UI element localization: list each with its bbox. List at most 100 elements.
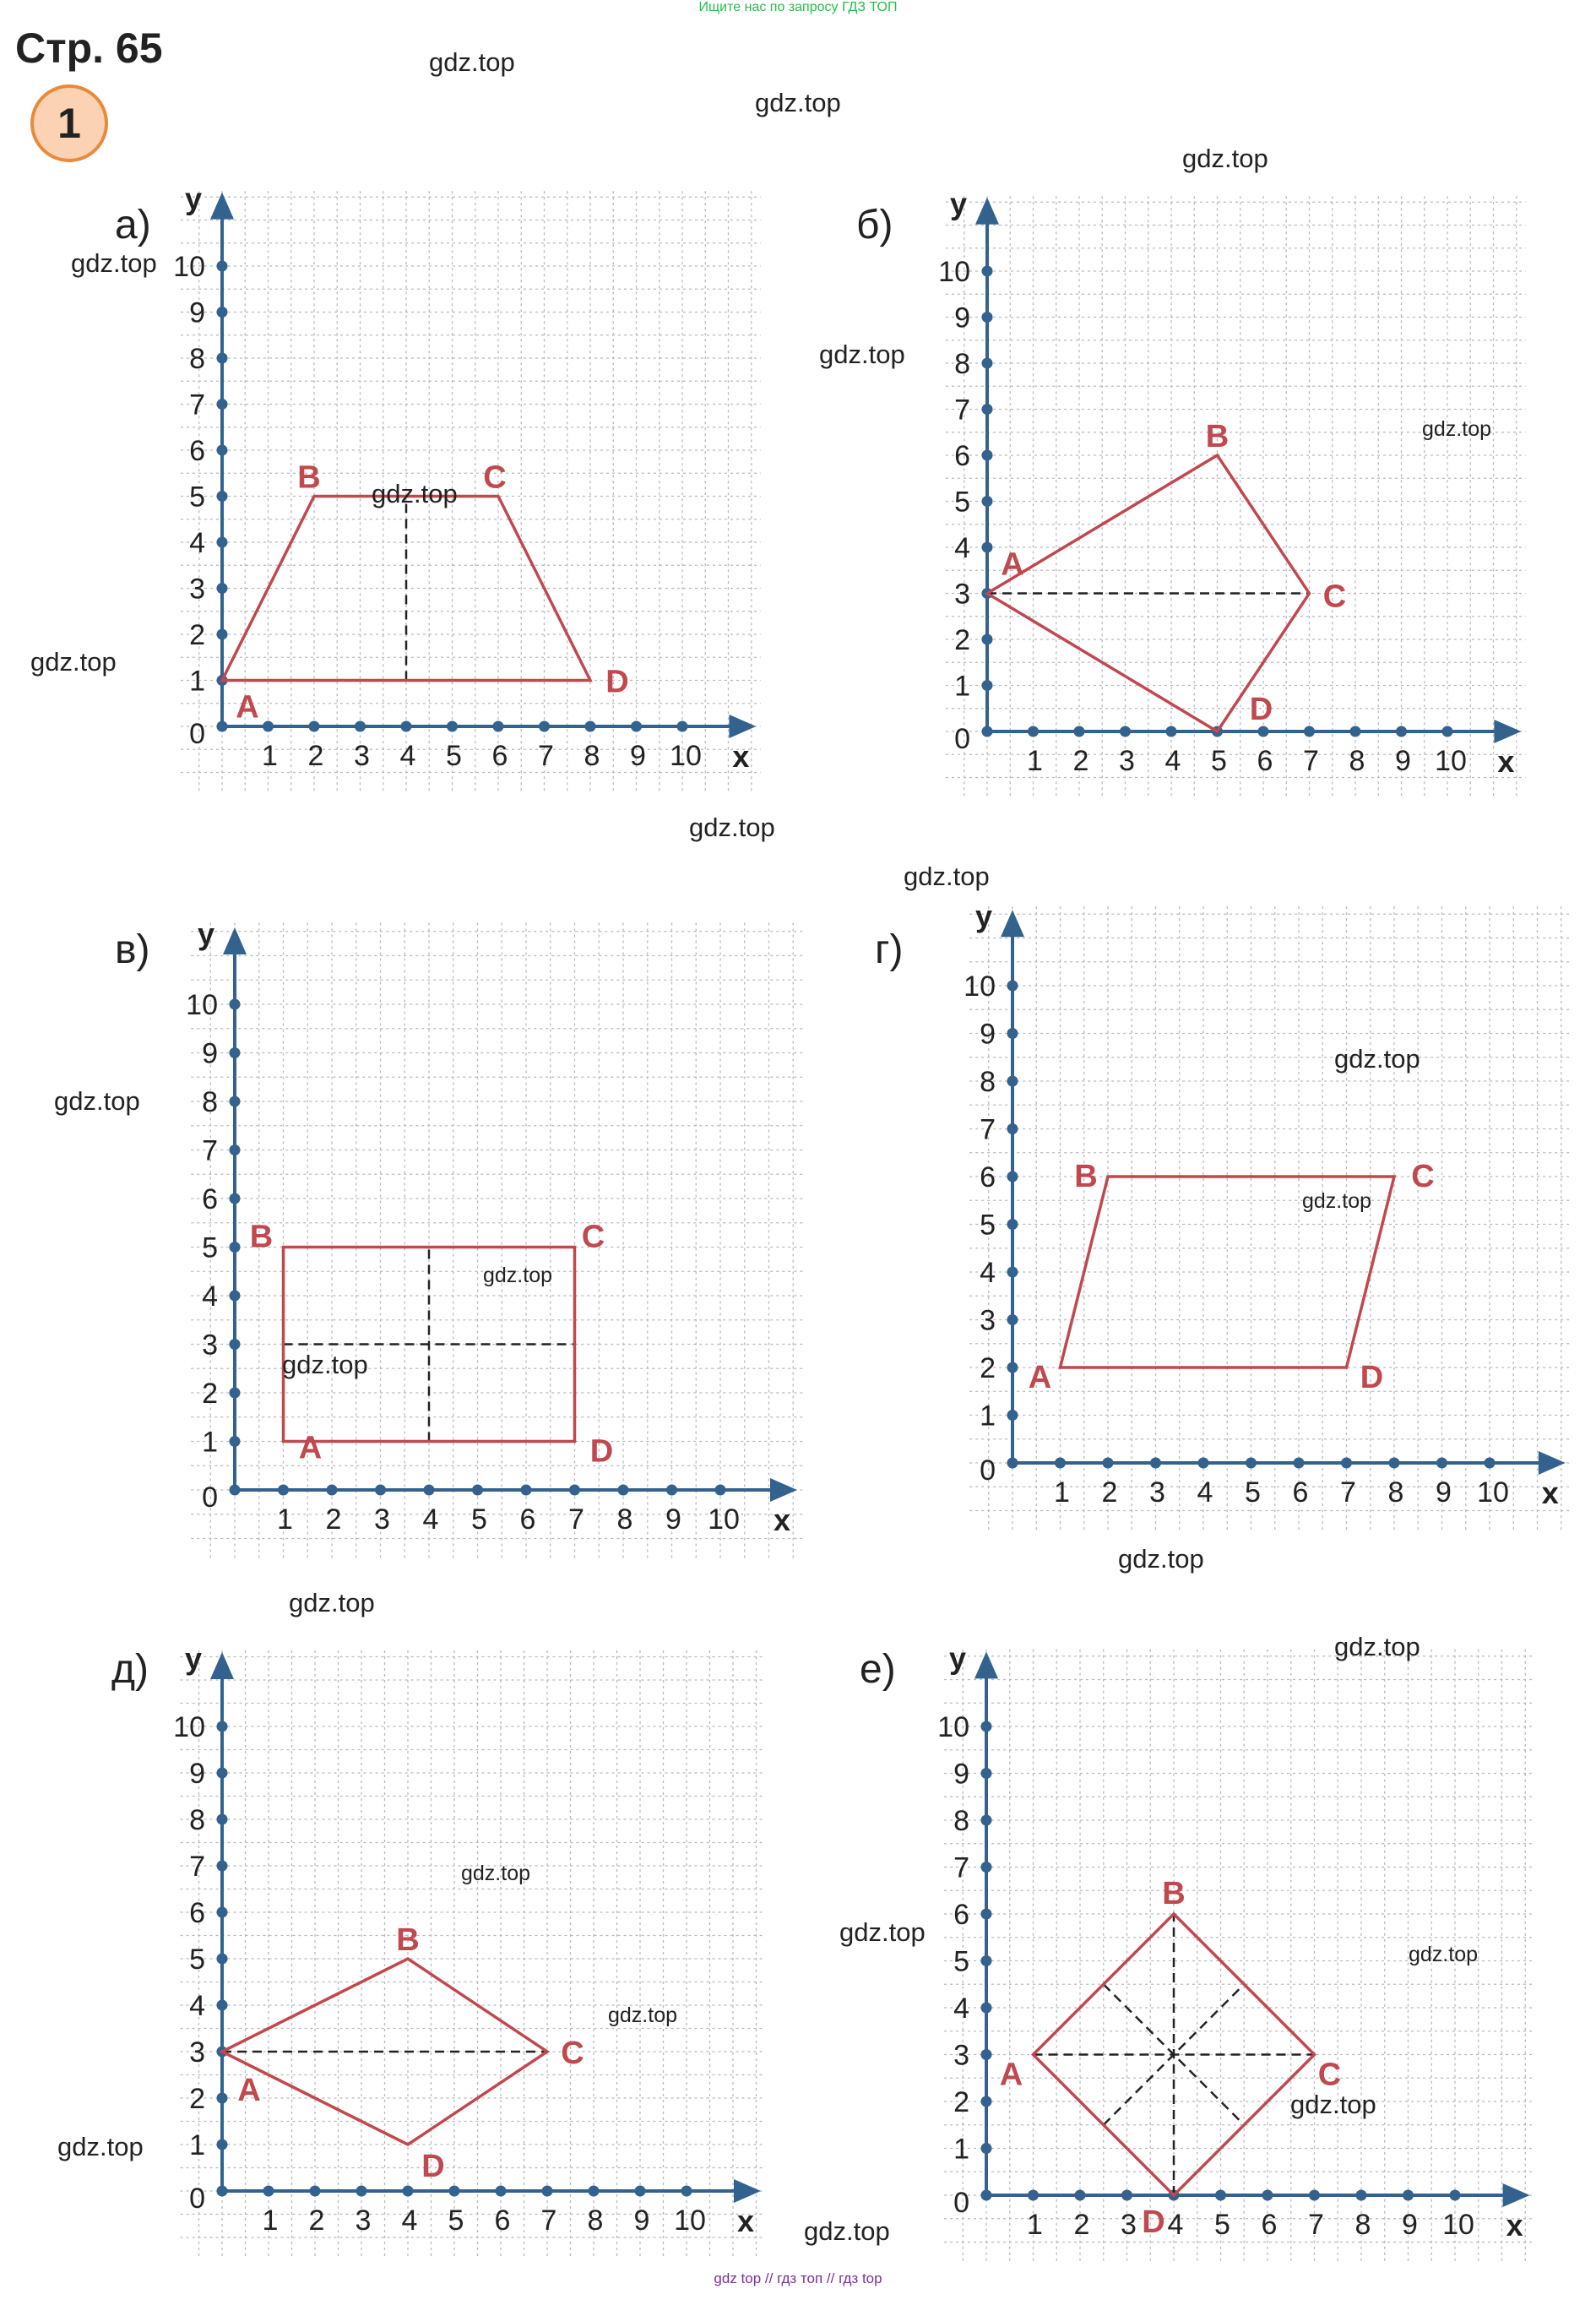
watermark: gdz.top bbox=[461, 1862, 531, 1885]
x-tick-dot bbox=[495, 2185, 507, 2197]
x-tick-dot bbox=[1028, 726, 1039, 737]
x-tick-dot bbox=[1293, 1457, 1305, 1469]
y-tick-dot bbox=[1007, 1028, 1018, 1039]
y-tick-dot bbox=[980, 1768, 992, 1779]
y-tick-label: 6 bbox=[189, 435, 205, 467]
x-tick-dot bbox=[447, 720, 458, 732]
y-tick-label: 6 bbox=[202, 1183, 218, 1215]
x-axis-arrow bbox=[1494, 720, 1522, 743]
x-tick-dot bbox=[676, 720, 688, 732]
origin-label: 0 bbox=[189, 718, 205, 750]
y-tick-dot bbox=[229, 1436, 241, 1447]
x-tick-label: 10 bbox=[674, 2205, 706, 2237]
x-axis-arrow bbox=[770, 1478, 797, 1502]
x-tick-dot bbox=[617, 1484, 629, 1496]
watermark: gdz.top bbox=[1422, 417, 1492, 441]
y-tick-dot bbox=[229, 1193, 241, 1204]
x-tick-dot bbox=[309, 2185, 321, 2197]
x-tick-dot bbox=[1349, 726, 1361, 737]
y-axis-arrow bbox=[210, 1652, 234, 1679]
y-tick-dot bbox=[229, 998, 241, 1010]
x-tick-dot bbox=[631, 720, 642, 732]
watermark: gdz.top bbox=[30, 647, 117, 677]
x-tick-label: 1 bbox=[263, 2205, 279, 2237]
y-tick-label: 4 bbox=[954, 532, 970, 564]
x-tick-label: 7 bbox=[1340, 1476, 1356, 1509]
quadrilateral-shape bbox=[219, 1956, 551, 2147]
vertex-label-b: B bbox=[1206, 419, 1229, 454]
x-axis-arrow bbox=[1538, 1451, 1566, 1475]
x-tick-label: 4 bbox=[1165, 745, 1181, 777]
x-tick-label: 1 bbox=[1054, 1476, 1070, 1509]
y-tick-dot bbox=[980, 2096, 992, 2107]
x-tick-label: 5 bbox=[1211, 745, 1227, 777]
x-tick-label: 2 bbox=[326, 1503, 342, 1536]
y-tick-label: 1 bbox=[954, 671, 970, 703]
y-tick-label: 3 bbox=[189, 2036, 205, 2069]
quadrilateral-shape bbox=[281, 1245, 577, 1443]
y-tick-label: 7 bbox=[202, 1135, 218, 1167]
origin-dot bbox=[216, 2185, 228, 2197]
y-tick-dot bbox=[981, 404, 993, 415]
x-tick-dot bbox=[423, 1484, 435, 1496]
vertex-label-d: D bbox=[1142, 2205, 1164, 2240]
x-tick-label: 2 bbox=[1074, 2209, 1090, 2241]
x-axis-label: x bbox=[1497, 744, 1514, 779]
y-tick-label: 6 bbox=[189, 1897, 205, 1929]
y-tick-label: 5 bbox=[953, 1946, 969, 1978]
vertex-label-c: C bbox=[1323, 579, 1346, 615]
x-tick-label: 10 bbox=[708, 1503, 740, 1536]
panel-label: е) bbox=[860, 1647, 896, 1692]
y-tick-label: 6 bbox=[980, 1161, 996, 1193]
panel-label: а) bbox=[115, 203, 151, 247]
y-tick-dot bbox=[981, 680, 993, 691]
x-tick-dot bbox=[1102, 1457, 1114, 1469]
y-tick-label: 4 bbox=[189, 527, 205, 559]
vertex-label-c: C bbox=[1318, 2058, 1341, 2093]
x-tick-label: 9 bbox=[630, 740, 646, 772]
x-tick-dot bbox=[1150, 1457, 1161, 1469]
x-tick-label: 7 bbox=[1308, 2209, 1324, 2241]
x-tick-label: 8 bbox=[584, 740, 600, 772]
x-tick-label: 3 bbox=[354, 740, 370, 772]
y-axis-label: y bbox=[949, 1640, 966, 1675]
watermark: gdz.top bbox=[282, 1350, 368, 1379]
coordinate-plane-4 bbox=[969, 904, 1572, 1530]
y-tick-dot bbox=[1007, 1219, 1018, 1230]
x-tick-dot bbox=[1441, 726, 1453, 737]
y-tick-label: 1 bbox=[189, 2129, 205, 2161]
x-tick-label: 6 bbox=[1262, 2209, 1278, 2241]
origin-label: 0 bbox=[980, 1454, 996, 1487]
y-tick-dot bbox=[216, 1813, 228, 1825]
origin-label: 0 bbox=[954, 723, 970, 755]
x-tick-dot bbox=[1341, 1457, 1352, 1469]
x-tick-label: 5 bbox=[448, 2205, 464, 2237]
x-tick-dot bbox=[1396, 726, 1407, 737]
vertex-label-d: D bbox=[1250, 692, 1273, 727]
y-tick-label: 3 bbox=[189, 574, 205, 606]
vertex-label-a: A bbox=[299, 1431, 322, 1466]
y-tick-label: 7 bbox=[980, 1114, 996, 1146]
y-tick-label: 7 bbox=[189, 1851, 205, 1883]
y-tick-dot bbox=[216, 1767, 228, 1779]
vertex-label-a: A bbox=[1029, 1360, 1051, 1395]
x-tick-label: 10 bbox=[670, 740, 702, 772]
y-tick-dot bbox=[980, 2002, 992, 2014]
x-tick-dot bbox=[448, 2185, 460, 2197]
x-tick-dot bbox=[1484, 1457, 1496, 1469]
y-tick-label: 9 bbox=[189, 1758, 205, 1790]
y-tick-label: 3 bbox=[953, 2040, 969, 2072]
y-tick-label: 3 bbox=[954, 579, 970, 611]
y-tick-label: 2 bbox=[202, 1378, 218, 1410]
y-tick-dot bbox=[980, 2143, 992, 2154]
x-tick-dot bbox=[1309, 2189, 1320, 2201]
x-tick-dot bbox=[1257, 726, 1269, 737]
y-tick-dot bbox=[229, 1290, 241, 1302]
y-tick-dot bbox=[980, 1721, 992, 1732]
x-tick-dot bbox=[539, 720, 550, 732]
x-tick-label: 2 bbox=[308, 740, 324, 772]
x-tick-dot bbox=[681, 2185, 692, 2197]
y-tick-label: 1 bbox=[980, 1400, 996, 1433]
y-tick-dot bbox=[1007, 1314, 1018, 1325]
origin-label: 0 bbox=[202, 1481, 218, 1514]
